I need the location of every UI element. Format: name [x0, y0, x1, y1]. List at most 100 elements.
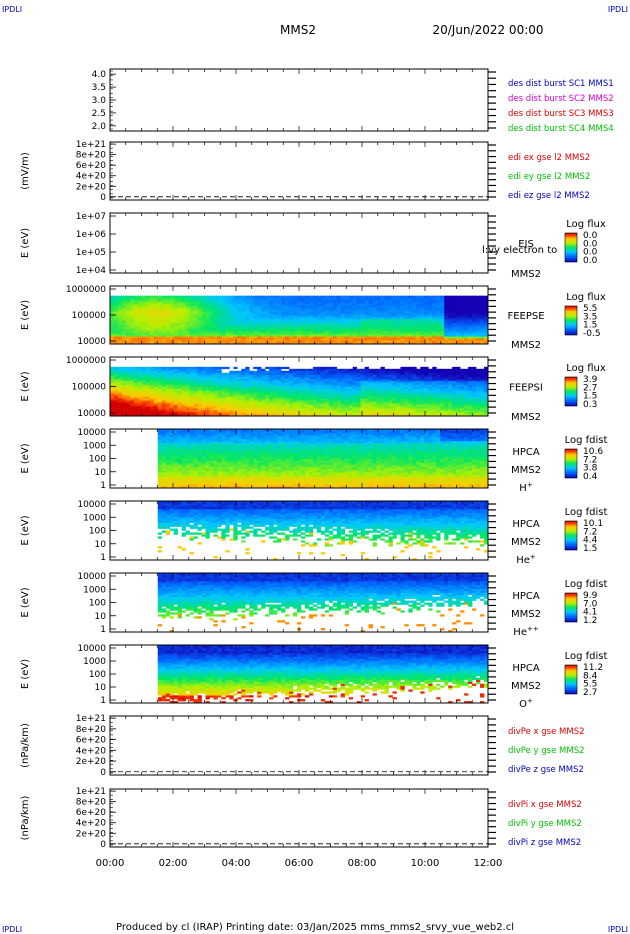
spectrogram-cell [237, 372, 242, 375]
spectrogram-cell [432, 316, 437, 320]
spectrogram-cell [169, 390, 174, 393]
spectrogram-cell [388, 324, 393, 327]
spectrogram-cell [392, 299, 397, 302]
spectrogram-cell [125, 328, 131, 331]
spectrogram-cell [289, 408, 294, 411]
spectrogram-cell [173, 410, 178, 413]
spectrogram-cell [141, 388, 147, 391]
spectrogram-cell [141, 404, 147, 407]
spectrogram-cell [324, 368, 330, 372]
spectrogram-cell [432, 372, 437, 375]
spectrogram-cell [332, 366, 338, 370]
spectrogram-cell [281, 303, 286, 306]
spectrogram-cell [456, 398, 461, 401]
spectrogram-cell [253, 338, 258, 341]
spectrogram-cell [245, 336, 250, 339]
spectrogram-cell [229, 398, 234, 401]
spectrogram-cell [424, 400, 429, 403]
spectrogram-cell [141, 370, 147, 374]
spectrogram-cell [416, 376, 421, 379]
spectrogram-cell [364, 402, 369, 405]
spectrogram-cell [145, 394, 151, 397]
spectrogram-cell [137, 398, 143, 401]
spectrogram-cell [157, 398, 163, 401]
spectrogram-cell [320, 372, 326, 375]
spectrogram-cell [225, 384, 230, 387]
spectrogram-cell [181, 313, 186, 316]
spectrogram-cell [424, 318, 429, 322]
spectrogram-cell [392, 320, 397, 324]
spectrogram-cell [265, 320, 270, 324]
spectrogram-cell [157, 326, 163, 329]
spectrogram-cell [352, 318, 357, 322]
spectrogram-cell [480, 320, 485, 324]
spectrogram-cell [297, 400, 302, 403]
spectrogram-cell [169, 372, 174, 375]
spectrogram-cell [169, 394, 174, 397]
spectrogram-cell [197, 318, 202, 322]
spectrogram-cell [316, 410, 322, 413]
spectrogram-cell [125, 388, 131, 391]
spectrogram-cell [213, 382, 218, 385]
spectrogram-cell [165, 404, 170, 407]
spectrogram-cell [157, 414, 163, 417]
spectrogram-cell [217, 303, 222, 306]
spectrogram-cell [205, 388, 210, 391]
spectrogram-cell [233, 400, 238, 403]
spectrogram-cell [257, 324, 262, 327]
spectrogram-cell [344, 380, 350, 383]
spectrogram-cell [328, 342, 334, 345]
spectrogram-cell [169, 328, 174, 331]
spectrogram-cell [316, 315, 322, 318]
spectrogram-cell [209, 303, 214, 306]
spectrogram-cell [472, 414, 477, 417]
spectrogram-cell [372, 414, 377, 417]
spectrogram-cell [404, 324, 409, 327]
spectrogram-cell [225, 315, 230, 318]
spectrogram-cell [412, 316, 417, 320]
spectrogram-cell [356, 410, 361, 413]
spectrogram-cell [141, 313, 147, 316]
spectrogram-cell [332, 414, 338, 417]
spectrogram-cell [117, 336, 123, 339]
spectrogram-cell [185, 410, 190, 413]
spectrogram-cell [388, 299, 393, 302]
spectrogram-cell [472, 390, 477, 393]
spectrogram-cell [344, 392, 350, 395]
spectrogram-cell [376, 301, 381, 304]
spectrogram-cell [316, 320, 322, 324]
spectrogram-cell [121, 330, 127, 333]
spectrogram-cell [129, 408, 135, 411]
spectrogram-cell [448, 376, 453, 379]
spectrogram-cell [408, 315, 413, 318]
spectrogram-cell [117, 400, 123, 403]
y-tick-label: 1e+06 [76, 230, 107, 240]
spectrogram-cell [189, 315, 194, 318]
spectrogram-cell [392, 414, 397, 417]
spectrogram-cell [400, 376, 405, 379]
spectrogram-cell [456, 311, 461, 314]
spectrogram-cell [484, 326, 489, 329]
spectrogram-cell [392, 412, 397, 415]
spectrogram-cell [185, 299, 190, 302]
spectrogram-cell [189, 366, 194, 370]
spectrogram-cell [356, 326, 361, 329]
spectrogram-cell [320, 366, 326, 370]
spectrogram-cell [289, 340, 294, 343]
spectrogram-cell [273, 390, 278, 393]
spectrogram-cell [404, 366, 409, 370]
spectrogram-cell [225, 318, 230, 322]
spectrogram-cell [428, 338, 433, 341]
spectrogram-cell [273, 404, 278, 407]
spectrogram-cell [348, 311, 354, 314]
spectrogram-cell [253, 328, 258, 331]
spectrogram-cell [221, 299, 226, 302]
spectrogram-cell [110, 380, 115, 383]
spectrogram-cell [384, 394, 389, 397]
spectrogram-cell [177, 320, 182, 324]
spectrogram-cell [480, 338, 485, 341]
spectrogram-cell [396, 406, 401, 409]
spectrogram-cell [472, 392, 477, 395]
spectrogram-cell [265, 406, 270, 409]
spectrogram-cell [265, 295, 270, 298]
